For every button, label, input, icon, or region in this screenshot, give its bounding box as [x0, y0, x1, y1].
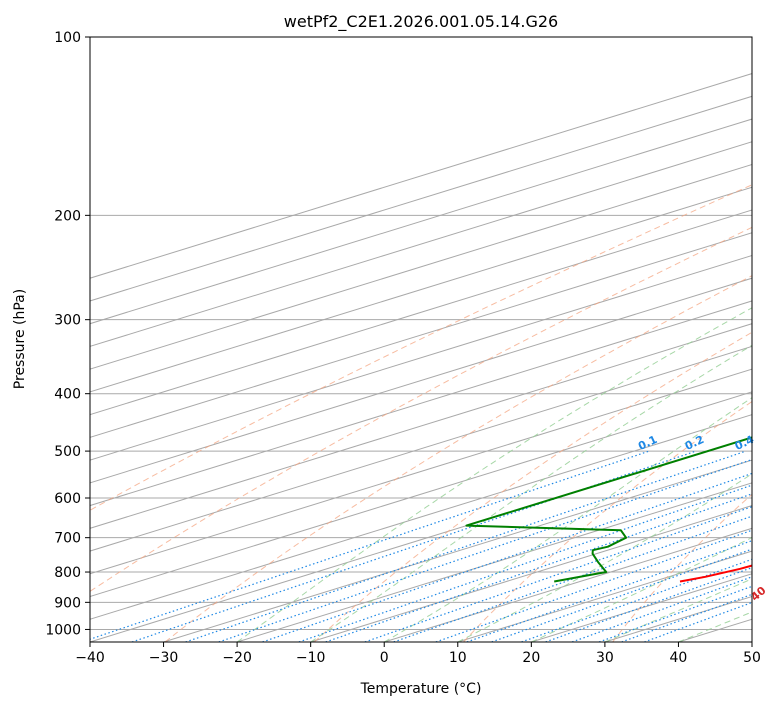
- mixing-ratio-line: [393, 515, 752, 642]
- isotherm-line: [90, 118, 752, 325]
- isotherm-line: [310, 505, 752, 642]
- moist-adiabat: [236, 307, 752, 642]
- moist-adiabat: [604, 578, 752, 642]
- mixing-ratio-label: 0.4: [733, 433, 756, 453]
- mixing-ratio-line: [131, 450, 697, 642]
- mixing-ratio-line: [545, 566, 752, 642]
- x-tick-label: −20: [222, 650, 252, 666]
- isotherm-line: [604, 596, 752, 642]
- mixing-ratio-line: [621, 593, 752, 642]
- isotherm-line: [90, 414, 752, 620]
- mixing-ratio-line: [90, 450, 650, 640]
- isotherm-line: [384, 527, 752, 642]
- isotherm-line: [236, 482, 752, 642]
- mixing-ratio-label: 0.1: [636, 433, 659, 453]
- sounding-profiles: [465, 436, 752, 583]
- background-grid: [90, 37, 752, 642]
- adiabat-lines: [90, 37, 775, 642]
- y-tick-label: 200: [54, 208, 81, 224]
- mixing-ratio-line: [185, 450, 747, 642]
- dry-adiabat: [612, 493, 752, 642]
- isotherm-line: [90, 232, 752, 438]
- mixing-ratio-line: [521, 558, 752, 642]
- y-tick-label: 400: [54, 387, 81, 403]
- mixing-ratio-line: [571, 576, 752, 642]
- y-tick-label: 700: [54, 531, 81, 547]
- dry-adiabat: [90, 184, 752, 511]
- dry-adiabat: [762, 37, 775, 642]
- x-tick-label: 40: [670, 650, 688, 666]
- isotherm-line: [90, 277, 752, 484]
- mixing-ratio-lines: [90, 450, 752, 642]
- x-tick-label: 0: [380, 650, 389, 666]
- isotherm-line: [457, 550, 752, 642]
- isotherm-line: [90, 254, 752, 461]
- y-axis-ticks: 100 200 300 400 500 600 700 800 900 1000: [45, 30, 90, 638]
- y-tick-label: 800: [54, 565, 81, 581]
- isotherm-line: [90, 368, 752, 575]
- mixing-ratio-line: [218, 458, 752, 642]
- y-tick-label: 1000: [45, 622, 81, 638]
- x-tick-label: 10: [449, 650, 467, 666]
- isotherm-line: [90, 163, 752, 370]
- y-tick-label: 600: [54, 491, 81, 507]
- mixing-ratio-line: [466, 540, 752, 642]
- mixing-ratio-line: [364, 505, 752, 642]
- x-axis-label: Temperature (°C): [360, 681, 482, 697]
- mixing-ratio-line: [644, 601, 752, 642]
- dry-adiabat: [90, 226, 752, 593]
- isotherm-line: [90, 323, 752, 529]
- dry-adiabat: [313, 331, 752, 642]
- temperature-line: [679, 564, 752, 583]
- dry-adiabat: [164, 275, 752, 642]
- y-tick-label: 300: [54, 313, 81, 329]
- dewpoint-line: [465, 436, 752, 583]
- dry-adiabat: [463, 400, 752, 642]
- isotherm-line: [90, 73, 752, 279]
- isotherm-line: [90, 436, 752, 642]
- moist-adiabat: [310, 344, 752, 642]
- moist-adiabat: [531, 536, 752, 642]
- y-tick-label: 500: [54, 444, 81, 460]
- isotherm-line: [90, 209, 752, 416]
- x-tick-label: 20: [522, 650, 540, 666]
- x-tick-label: −30: [149, 650, 179, 666]
- y-axis-label: Pressure (hPa): [12, 289, 28, 389]
- ice-bulb-label: 40: [748, 584, 768, 604]
- moist-adiabat: [457, 473, 752, 642]
- chart-title: wetPf2_C2E1.2026.001.05.14.G26: [284, 12, 558, 32]
- isotherm-line: [90, 345, 752, 552]
- x-tick-label: −40: [75, 650, 105, 666]
- isotherm-line: [90, 186, 752, 393]
- mixing-ratio-line: [262, 472, 752, 642]
- mixing-ratio-line: [491, 548, 752, 642]
- x-tick-label: 30: [596, 650, 614, 666]
- isotherm-line: [163, 459, 752, 642]
- isotherm-line: [90, 141, 752, 347]
- plot-frame: [89, 36, 753, 643]
- isotherm-line: [531, 573, 752, 642]
- x-tick-label: 50: [743, 650, 761, 666]
- x-axis-ticks: −40 −30 −20 −10 0 10 20 30 40 50: [75, 642, 761, 666]
- isotherm-line: [90, 95, 752, 302]
- isotherm-line: [751, 641, 752, 642]
- y-tick-label: 900: [54, 595, 81, 611]
- isotherm-line: [90, 300, 752, 507]
- mixing-ratio-line: [598, 585, 752, 642]
- mixing-ratio-label: 0.2: [683, 433, 706, 453]
- x-tick-label: −10: [296, 650, 326, 666]
- y-tick-label: 100: [54, 30, 81, 46]
- isotherm-line: [90, 391, 752, 598]
- moist-adiabat: [383, 397, 752, 642]
